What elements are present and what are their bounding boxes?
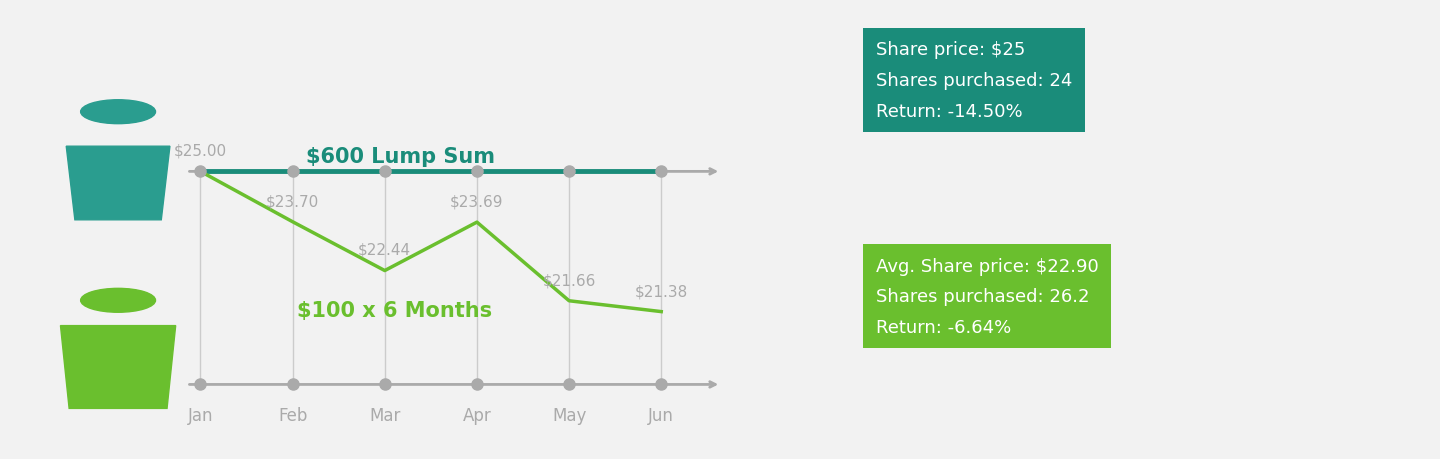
Text: $21.38: $21.38 xyxy=(635,283,688,298)
Text: $21.66: $21.66 xyxy=(543,273,596,288)
Text: $23.69: $23.69 xyxy=(451,194,504,209)
Text: Avg. Share price: $22.90
Shares purchased: 26.2
Return: -6.64%: Avg. Share price: $22.90 Shares purchase… xyxy=(876,257,1099,336)
Text: Jun: Jun xyxy=(648,406,674,424)
Text: Apr: Apr xyxy=(462,406,491,424)
Text: Jan: Jan xyxy=(187,406,213,424)
Text: May: May xyxy=(552,406,586,424)
Text: Share price: $25
Shares purchased: 24
Return: -14.50%: Share price: $25 Shares purchased: 24 Re… xyxy=(876,41,1071,120)
Text: Mar: Mar xyxy=(369,406,400,424)
Text: $22.44: $22.44 xyxy=(359,242,412,257)
Text: $25.00: $25.00 xyxy=(174,144,228,158)
Text: $600 Lump Sum: $600 Lump Sum xyxy=(307,146,495,166)
Text: Feb: Feb xyxy=(278,406,307,424)
Text: $100 x 6 Months: $100 x 6 Months xyxy=(297,300,492,320)
Text: $23.70: $23.70 xyxy=(266,194,320,209)
